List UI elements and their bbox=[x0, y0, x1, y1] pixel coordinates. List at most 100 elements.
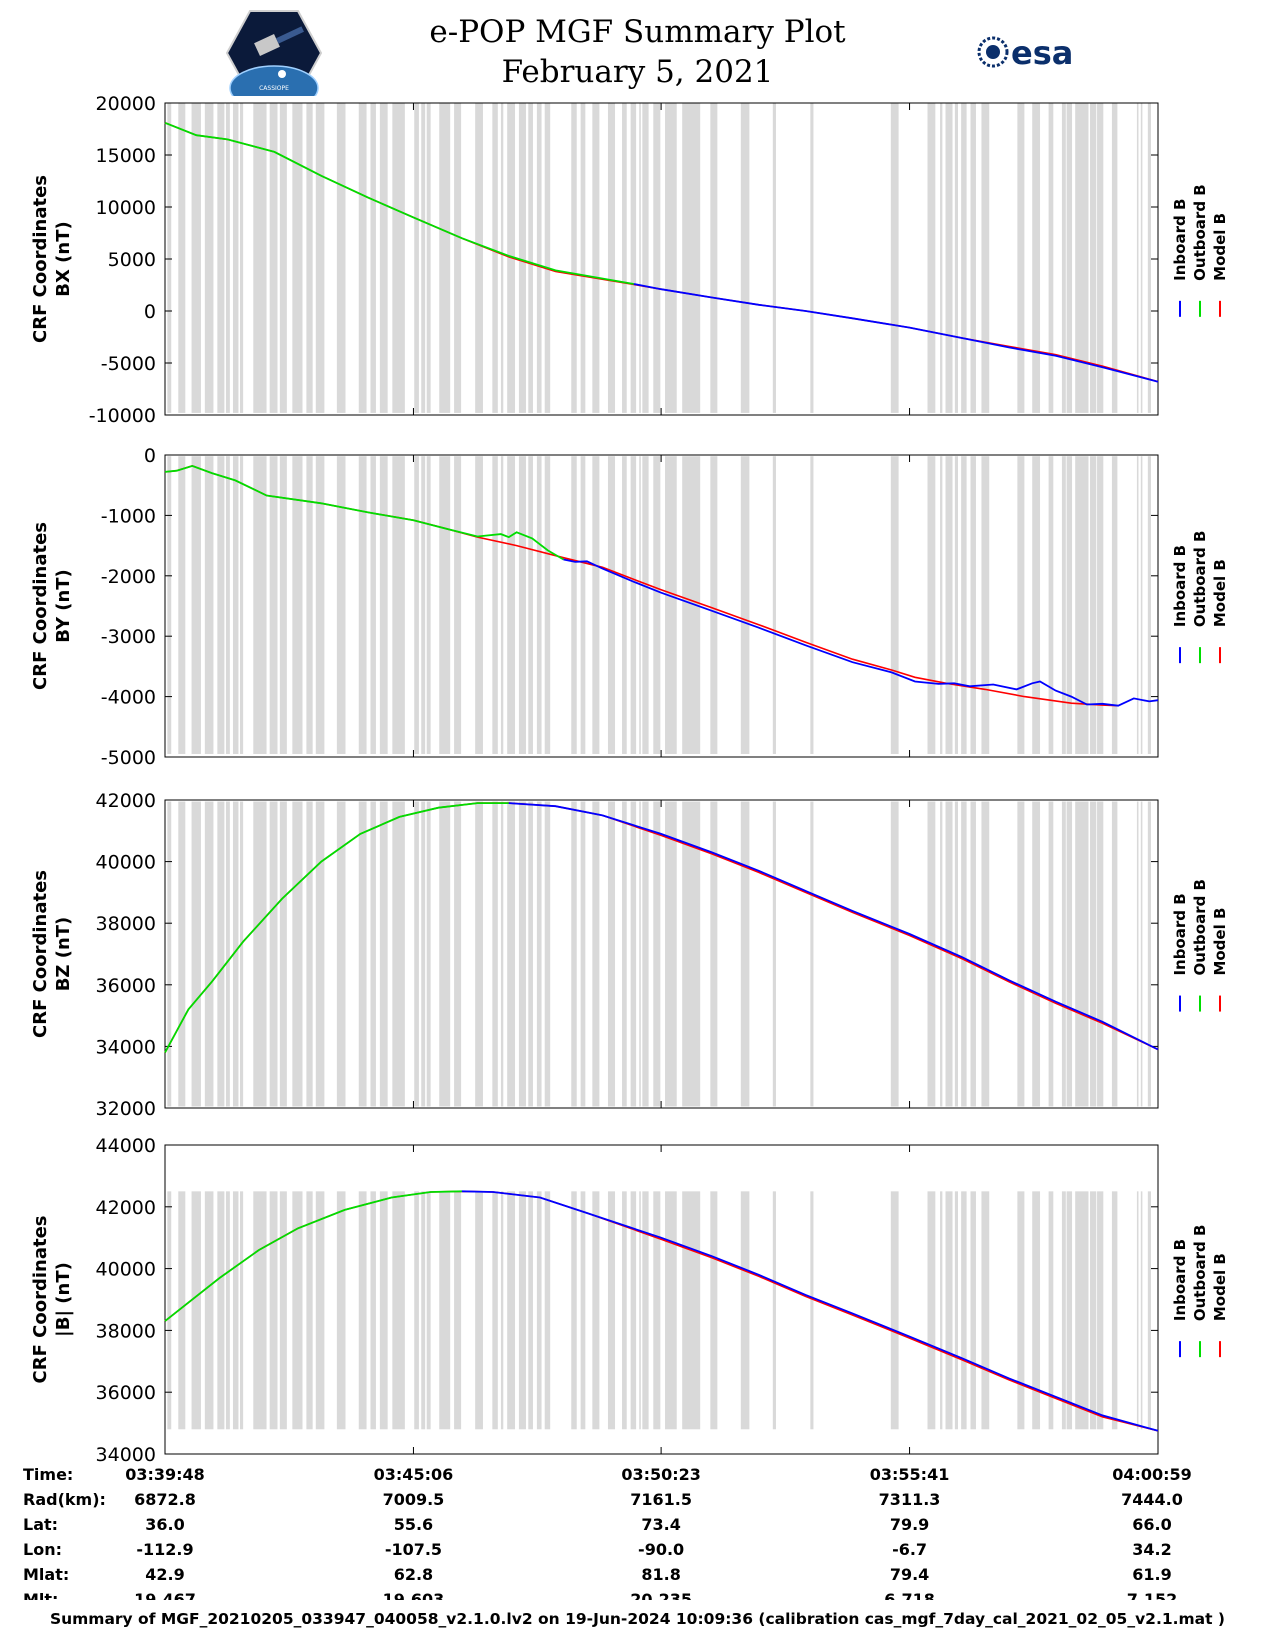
table-cell: 7161.5 bbox=[630, 1490, 692, 1509]
data-gap-band bbox=[1017, 801, 1025, 1107]
data-gap-band bbox=[191, 801, 201, 1107]
y-tick-label: 0 bbox=[144, 445, 156, 467]
data-gap-band bbox=[1097, 456, 1104, 754]
plot-frame bbox=[164, 1144, 1159, 1455]
data-gap-band bbox=[622, 103, 627, 413]
data-gap-band bbox=[940, 103, 943, 413]
data-gap-band bbox=[1017, 103, 1025, 413]
data-gap-band bbox=[981, 456, 990, 754]
data-gap-band bbox=[592, 103, 600, 413]
data-gap-band bbox=[961, 456, 967, 754]
data-gap-band bbox=[315, 1191, 325, 1430]
data-gap-band bbox=[981, 801, 990, 1107]
data-gap-band bbox=[528, 103, 533, 413]
data-gap-band bbox=[439, 103, 451, 413]
data-gap-band bbox=[665, 1191, 677, 1430]
table-cell: 36.0 bbox=[145, 1515, 184, 1534]
data-gap-band bbox=[370, 801, 376, 1107]
table-cell: 04:00:59 bbox=[1112, 1465, 1192, 1484]
data-gap-band bbox=[358, 801, 367, 1107]
data-gap-band bbox=[454, 1191, 462, 1430]
y-axis-label-line2: BY (nT) bbox=[53, 569, 74, 643]
data-gap-band bbox=[292, 456, 303, 754]
table-cell: 61.9 bbox=[1132, 1565, 1171, 1584]
data-gap-band bbox=[607, 456, 616, 754]
data-gap-band bbox=[642, 103, 649, 413]
y-tick-label: 0 bbox=[144, 301, 156, 323]
plot-title: e-POP MGF Summary Plot bbox=[429, 14, 846, 50]
data-gap-band bbox=[292, 1191, 303, 1430]
data-gap-band bbox=[253, 456, 267, 754]
data-gap-band bbox=[961, 1191, 967, 1430]
outboard-b-line bbox=[164, 1190, 462, 1322]
data-gap-band bbox=[292, 103, 303, 413]
legend-label: Model B bbox=[1211, 213, 1229, 281]
data-gap-band bbox=[379, 1191, 388, 1430]
data-gap-band bbox=[580, 1191, 586, 1430]
data-gap-band bbox=[1097, 801, 1104, 1107]
data-gap-band bbox=[204, 456, 214, 754]
data-gap-band bbox=[927, 456, 936, 754]
data-gap-band bbox=[592, 801, 600, 1107]
inboard-b-line bbox=[461, 1190, 1159, 1432]
data-gap-band bbox=[426, 456, 431, 754]
table-cell: 03:50:23 bbox=[621, 1465, 701, 1484]
data-gap-band bbox=[507, 1191, 516, 1430]
data-gap-band bbox=[439, 456, 451, 754]
y-tick-label: -5000 bbox=[101, 353, 156, 375]
info-table: Time: Rad(km): Lat: Lon: Mlat: Mlt: 03:39:48 68… bbox=[23, 1465, 1192, 1600]
inboard-b-line bbox=[508, 802, 1159, 1051]
table-cell: 66.0 bbox=[1132, 1515, 1171, 1534]
data-gap-band bbox=[370, 456, 376, 754]
table-cell: 79.9 bbox=[890, 1515, 929, 1534]
data-gap-band bbox=[217, 103, 225, 413]
table-row-label: Lon: bbox=[23, 1540, 62, 1559]
data-gap-band bbox=[1061, 103, 1066, 413]
legend-label: Inboard B bbox=[1171, 545, 1189, 627]
table-row-label: Rad(km): bbox=[23, 1490, 106, 1509]
data-gap-band bbox=[954, 456, 958, 754]
inboard-b-line bbox=[633, 283, 1159, 383]
data-gap-band bbox=[940, 801, 943, 1107]
data-gap-band bbox=[607, 1191, 616, 1430]
table-cell: 34.2 bbox=[1132, 1540, 1171, 1559]
data-gap-band bbox=[945, 801, 953, 1107]
y-tick-label: -4000 bbox=[101, 687, 156, 709]
data-gap-band bbox=[592, 456, 600, 754]
y-tick-label: 40000 bbox=[96, 1259, 156, 1281]
data-gap-band bbox=[1061, 456, 1066, 754]
esa-logo: esa bbox=[977, 34, 1073, 72]
data-gap-band bbox=[507, 801, 516, 1107]
data-gap-band bbox=[630, 456, 637, 754]
data-gap-band bbox=[1090, 1191, 1097, 1430]
data-gap-band bbox=[392, 103, 405, 413]
data-gap-band bbox=[1075, 801, 1089, 1107]
data-gap-band bbox=[358, 103, 367, 413]
y-tick-label: -1000 bbox=[101, 505, 156, 527]
data-gap-band bbox=[639, 801, 641, 1107]
data-gap-band bbox=[710, 1191, 718, 1430]
data-gap-band bbox=[421, 801, 426, 1107]
table-cell: 55.6 bbox=[394, 1515, 433, 1534]
data-gap-band bbox=[622, 801, 627, 1107]
data-gap-band bbox=[1066, 103, 1073, 413]
data-gap-band bbox=[1032, 456, 1041, 754]
data-gap-band bbox=[167, 801, 172, 1107]
data-gap-band bbox=[1140, 456, 1143, 754]
y-tick-label: 42000 bbox=[96, 1197, 156, 1219]
data-gap-band bbox=[492, 801, 498, 1107]
data-gap-band bbox=[439, 801, 451, 1107]
data-gap-band bbox=[370, 1191, 376, 1430]
data-gap-band bbox=[1048, 103, 1054, 413]
data-gap-band bbox=[204, 103, 214, 413]
table-cell: -90.0 bbox=[638, 1540, 684, 1559]
data-gap-band bbox=[1075, 456, 1089, 754]
data-gap-band bbox=[167, 456, 172, 754]
data-gap-band bbox=[622, 1191, 627, 1430]
data-gap-band bbox=[414, 103, 419, 413]
data-gap-band bbox=[315, 801, 325, 1107]
data-gap-band bbox=[1066, 801, 1073, 1107]
y-axis-label-line2: BX (nT) bbox=[53, 221, 74, 296]
data-gap-band bbox=[653, 801, 661, 1107]
data-gap-band bbox=[536, 456, 542, 754]
